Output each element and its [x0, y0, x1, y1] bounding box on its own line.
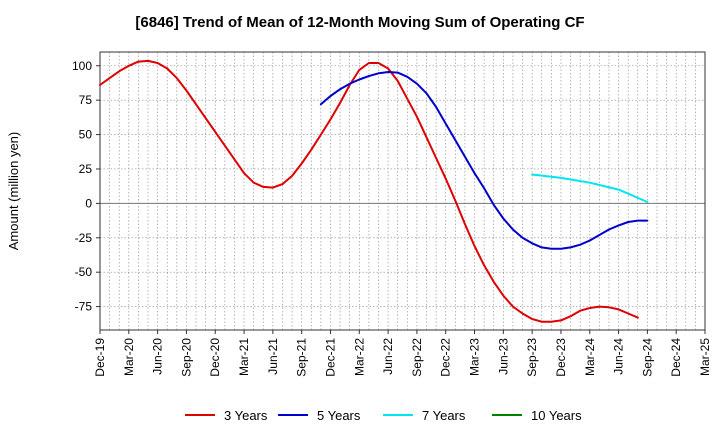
x-tick-label: Sep-24: [640, 338, 654, 377]
y-tick-label: 0: [85, 196, 92, 210]
legend-label: 5 Years: [317, 408, 361, 423]
x-tick-label: Jun-24: [612, 338, 626, 375]
y-axis-ticks: 100 75 50 25 0 -25 -50 -75: [72, 59, 100, 314]
y-tick-label: -50: [75, 265, 93, 279]
x-tick-label: Dec-22: [439, 338, 453, 377]
x-tick-label: Jun-20: [151, 338, 165, 375]
x-tick-label: Jun-22: [381, 338, 395, 375]
x-tick-label: Sep-23: [525, 338, 539, 377]
series-line-7-years: [531, 173, 649, 203]
legend-label: 3 Years: [224, 408, 268, 423]
y-tick-label: 25: [79, 162, 93, 176]
x-tick-label: Dec-20: [208, 338, 222, 377]
chart-title: [6846] Trend of Mean of 12-Month Moving …: [135, 14, 584, 31]
x-tick-label: Mar-24: [583, 338, 597, 376]
legend: 3 Years 5 Years 7 Years 10 Years: [185, 408, 582, 423]
plot-area: [99, 51, 706, 331]
x-tick-label: Sep-20: [179, 338, 193, 377]
grid: [99, 52, 706, 330]
x-tick-label: Sep-22: [410, 338, 424, 377]
x-tick-label: Mar-22: [352, 338, 366, 376]
series-line-5-years: [319, 71, 649, 250]
y-axis-label: Amount (million yen): [6, 132, 21, 251]
x-tick-label: Dec-23: [554, 338, 568, 377]
x-tick-label: Dec-19: [93, 338, 107, 377]
x-tick-label: Dec-24: [669, 338, 683, 377]
y-tick-label: 50: [79, 128, 93, 142]
x-tick-label: Mar-20: [122, 338, 136, 376]
x-tick-label: Dec-21: [323, 338, 337, 377]
x-tick-label: Sep-21: [295, 338, 309, 377]
x-tick-label: Mar-21: [237, 338, 251, 376]
x-tick-label: Jun-21: [266, 338, 280, 375]
series-line-3-years: [99, 59, 639, 323]
y-tick-label: 75: [79, 93, 93, 107]
x-tick-label: Jun-23: [496, 338, 510, 375]
legend-label: 7 Years: [422, 408, 466, 423]
series-lines: [99, 59, 649, 323]
y-tick-label: -25: [75, 231, 93, 245]
y-tick-label: 100: [72, 59, 92, 73]
x-tick-label: Mar-23: [468, 338, 482, 376]
y-tick-label: -75: [75, 300, 93, 314]
legend-label: 10 Years: [531, 408, 582, 423]
x-tick-label: Mar-25: [698, 338, 712, 376]
x-axis-ticks: Dec-19 Mar-20 Jun-20 Sep-20 Dec-20 Mar-21 Jun-…: [93, 330, 712, 377]
